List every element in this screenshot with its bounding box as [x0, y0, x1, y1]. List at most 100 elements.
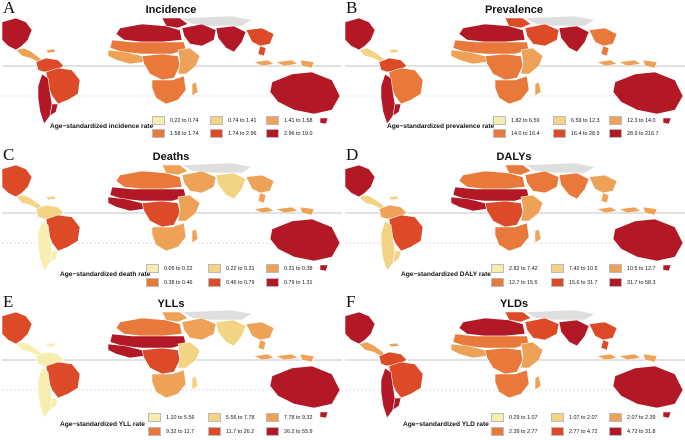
map-panel-prevalence: B Prevalence Age−standardized prevalence…: [343, 0, 685, 146]
legend-item: 2.96 to 19.0: [266, 129, 312, 138]
map-region-eaf: [520, 47, 544, 75]
map-region-na: [344, 311, 376, 345]
map-region-saf: [151, 222, 187, 252]
legend-swatch: [609, 427, 622, 436]
map-region-nafrica: [458, 317, 526, 337]
legend-swatch: [491, 413, 504, 422]
map-region-nodata: [523, 15, 596, 27]
panel-title: Prevalence: [484, 4, 544, 16]
map-panel-dalys: D DALYs Age−standardized DALY rate 2.82 …: [343, 145, 685, 293]
panel-title: YLLs: [157, 298, 185, 310]
map-region-nafrica: [458, 170, 526, 190]
map-region-nafrica: [458, 23, 526, 43]
map-region-india: [215, 319, 247, 347]
legend-swatch: [609, 116, 622, 125]
map-region-indo: [617, 353, 642, 361]
legend-swatch: [266, 264, 279, 273]
map-region-sa_s: [392, 103, 402, 117]
map-region-na: [1, 164, 33, 198]
legend-item: 12.7 to 15.6: [491, 278, 537, 287]
map-region-waf: [107, 343, 145, 359]
legend-title: Age−standardized DALY rate: [401, 271, 491, 278]
choropleth-map: [344, 15, 685, 125]
map-region-caf: [484, 53, 524, 81]
legend-swatch: [208, 264, 221, 273]
legend-item: 0.05 to 0.22: [146, 264, 192, 273]
map-region-indo: [596, 59, 618, 67]
legend-swatch: [210, 116, 223, 125]
map-region-waf: [450, 196, 488, 212]
map-region-indo: [596, 206, 618, 214]
choropleth-map: [344, 162, 685, 272]
panel-title: Deaths: [152, 151, 190, 163]
map-panel-deaths: C Deaths Age−standardized death rate 0.0…: [0, 145, 342, 293]
legend-item: 0.79 to 1.31: [266, 278, 312, 287]
map-region-waf: [107, 49, 145, 65]
map-region-eaf: [191, 81, 199, 97]
legend-swatch: [208, 427, 221, 436]
legend-swatch: [551, 278, 564, 287]
legend-item: 10.5 to 12.7: [609, 264, 655, 273]
map-region-waf: [450, 343, 488, 359]
choropleth-map: [1, 15, 342, 125]
panel-letter: B: [346, 0, 358, 17]
map-region-eaf: [177, 47, 201, 75]
legend-item: 26.2 to 55.9: [266, 427, 312, 436]
legend-item: 2.82 to 7.42: [491, 264, 537, 273]
map-region-aus: [269, 365, 341, 409]
legend-item: 31.7 to 58.3: [609, 278, 655, 287]
map-region-sa_s: [392, 250, 402, 264]
map-region-caf: [141, 200, 181, 228]
legend-item: 12.3 to 14.0: [609, 116, 655, 125]
legend-item: 0.46 to 0.79: [208, 278, 254, 287]
legend-item: 0.74 to 1.41: [210, 116, 256, 125]
legend-item: 1.41 to 1.58: [266, 116, 312, 125]
map-region-saf: [151, 369, 187, 399]
map-region-mideast: [181, 317, 217, 341]
legend-item: 7.78 to 9.32: [266, 413, 312, 422]
legend-item: 4.72 to 31.8: [609, 427, 655, 436]
map-region-eaf: [534, 81, 542, 97]
map-region-mideast: [524, 317, 560, 341]
map-region-saf: [494, 222, 530, 252]
map-region-mideast: [524, 170, 560, 194]
legend-swatch: [266, 278, 279, 287]
map-region-aus: [662, 411, 672, 419]
map-region-nodata: [523, 309, 596, 321]
panel-letter: C: [3, 145, 15, 164]
choropleth-map: [1, 309, 342, 419]
legend-swatch: [553, 129, 566, 138]
legend-swatch: [609, 264, 622, 273]
map-region-indo: [274, 59, 299, 67]
panel-letter: D: [346, 145, 359, 164]
legend-title: Age−standardized incidence rate: [50, 123, 154, 130]
map-region-nodata: [180, 162, 253, 174]
map-region-sea: [588, 27, 618, 47]
map-region-mideast: [161, 311, 189, 323]
legend-swatch: [148, 413, 161, 422]
map-region-saf: [494, 75, 530, 105]
legend-item: 11.7 to 26.2: [208, 427, 254, 436]
legend-item: 1.58 to 1.74: [152, 129, 198, 138]
legend-item: 1.07 to 2.07: [551, 413, 597, 422]
map-region-na: [344, 164, 376, 198]
map-region-eaf: [534, 228, 542, 244]
map-region-sea: [600, 339, 610, 351]
map-region-eaf: [520, 194, 544, 222]
map-region-na: [1, 311, 33, 345]
map-region-indo: [299, 353, 315, 363]
legend-swatch: [152, 116, 165, 125]
map-panel-incidence: A Incidence Age−standardized incidence r…: [0, 0, 342, 146]
legend-swatch: [491, 427, 504, 436]
map-region-indo: [642, 59, 658, 69]
map-region-eaf: [191, 375, 199, 391]
legend-swatch: [146, 264, 159, 273]
legend-item: 14.0 to 16.4: [493, 129, 539, 138]
map-region-indo: [617, 206, 642, 214]
map-region-sa_s: [49, 397, 59, 411]
panel-letter: A: [3, 0, 16, 17]
map-region-sea: [600, 192, 610, 204]
map-region-ca: [45, 48, 57, 54]
map-region-aus: [319, 411, 329, 419]
map-region-saf: [494, 369, 530, 399]
